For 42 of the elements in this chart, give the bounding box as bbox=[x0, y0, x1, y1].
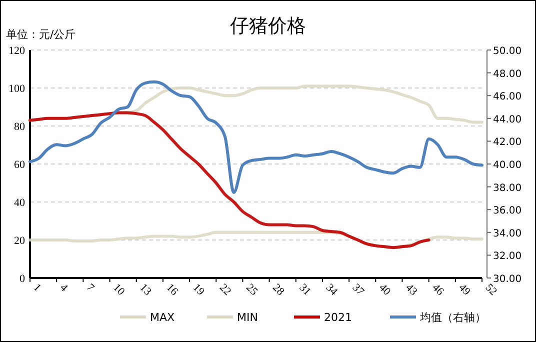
x-tick-label: 40 bbox=[376, 282, 394, 298]
y-tick-label: 60 bbox=[14, 159, 26, 171]
line-series bbox=[28, 111, 430, 250]
chart-title: 仔猪价格 bbox=[230, 16, 306, 37]
y-tick-label: 100 bbox=[8, 83, 26, 95]
x-tick-label: 22 bbox=[216, 282, 234, 298]
x-tick-label: 19 bbox=[190, 282, 208, 298]
x-tick-label: 31 bbox=[296, 282, 314, 298]
x-tick-label: 13 bbox=[137, 282, 154, 298]
x-tick-label: 28 bbox=[270, 282, 287, 298]
line-series bbox=[28, 80, 484, 194]
x-tick-label: 46 bbox=[430, 282, 446, 298]
x-tick-label: 43 bbox=[403, 282, 420, 298]
y-axis-title: 单位：元/公斤 bbox=[6, 28, 76, 41]
x-tick-label: 7 bbox=[84, 282, 97, 294]
y-tick-label: 20 bbox=[14, 235, 26, 247]
y2-tick-label: 36.00 bbox=[493, 206, 522, 217]
x-tick-label: 1 bbox=[30, 282, 44, 294]
y2-tick-label: 48.00 bbox=[493, 68, 522, 80]
x-tick-label: 34 bbox=[323, 282, 340, 298]
y2-tick-label: 44.00 bbox=[493, 114, 522, 126]
x-tick-label: 16 bbox=[164, 282, 180, 298]
y2-tick-label: 46.00 bbox=[493, 92, 522, 103]
y2-tick-label: 50.00 bbox=[493, 46, 522, 57]
y2-tick-label: 34.00 bbox=[493, 228, 522, 240]
legend-label: MIN bbox=[237, 311, 258, 324]
x-tick-label: 4 bbox=[57, 282, 70, 294]
legend-label: MAX bbox=[150, 311, 176, 324]
y-tick-label: 0 bbox=[20, 273, 26, 285]
x-tick-label: 49 bbox=[456, 282, 473, 298]
y-tick-label: 120 bbox=[8, 45, 26, 57]
y2-tick-label: 40.00 bbox=[493, 160, 522, 171]
x-tick-label: 25 bbox=[244, 282, 260, 298]
y2-tick-label: 42.00 bbox=[493, 137, 522, 148]
y2-tick-label: 38.00 bbox=[493, 182, 522, 194]
x-tick-label: 37 bbox=[350, 282, 367, 298]
y-tick-label: 80 bbox=[14, 121, 26, 133]
y2-tick-label: 32.00 bbox=[493, 251, 522, 262]
legend-label: 2021 bbox=[324, 311, 352, 324]
x-tick-label: 10 bbox=[110, 282, 128, 298]
legend-label: 均值（右轴） bbox=[419, 311, 486, 324]
y-tick-label: 40 bbox=[14, 197, 26, 209]
